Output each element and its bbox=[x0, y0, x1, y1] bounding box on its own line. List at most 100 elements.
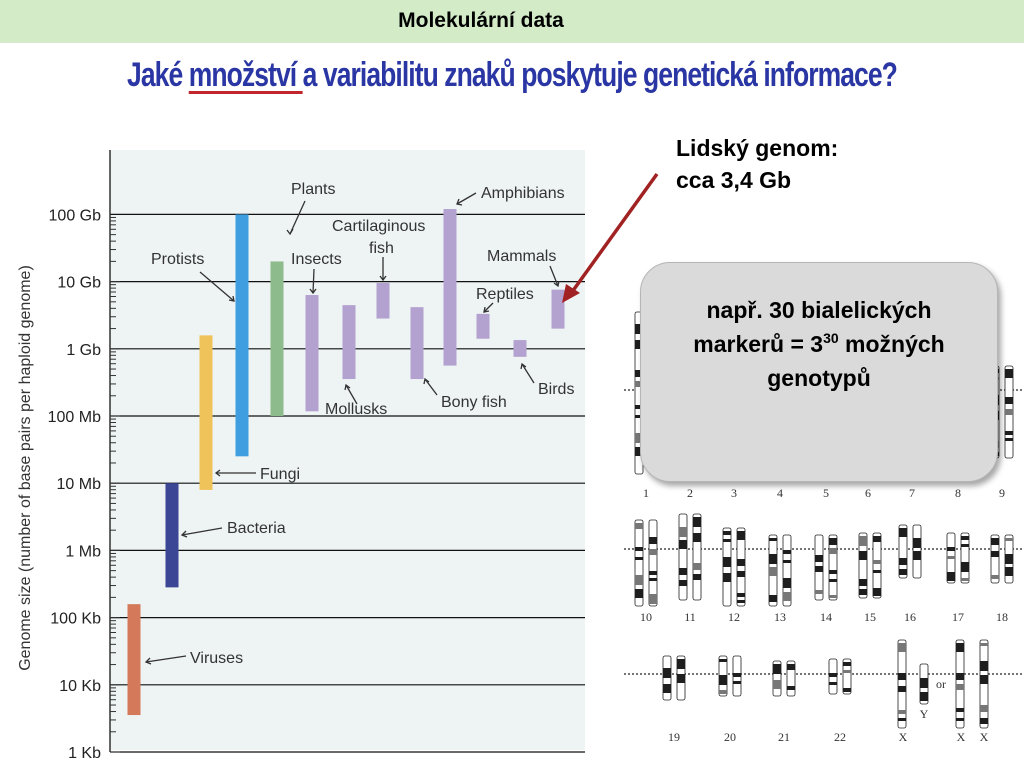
chromosome-label: or bbox=[936, 677, 946, 691]
y-tick-label: 10 Kb bbox=[59, 678, 101, 695]
range-bar-reptiles bbox=[476, 313, 490, 339]
chromosome bbox=[897, 639, 907, 729]
annotation-plants: Plants bbox=[291, 181, 335, 198]
chromosome bbox=[1004, 365, 1014, 459]
chromosome bbox=[828, 658, 838, 695]
arrowhead-insects bbox=[309, 288, 317, 295]
chromosome bbox=[979, 639, 989, 729]
callout-line2-pre: markerů = 3 bbox=[693, 331, 824, 357]
chromosome bbox=[648, 519, 658, 607]
arrow-mammals bbox=[549, 265, 559, 287]
chromosome bbox=[718, 655, 728, 697]
chromosome-label: 21 bbox=[778, 730, 790, 744]
chromosome-label: Y bbox=[920, 707, 929, 721]
annotation-cartilaginous: Cartilaginous bbox=[332, 218, 425, 235]
chromosome-label: X bbox=[957, 730, 966, 744]
page-title: Molekulární data bbox=[398, 9, 564, 32]
range-bar-mollusks bbox=[342, 305, 356, 380]
arrowhead-mammals bbox=[553, 280, 560, 288]
chromosome bbox=[990, 534, 1000, 584]
chromosome bbox=[858, 532, 868, 599]
plot-background bbox=[110, 150, 585, 750]
arrowhead-bacteria bbox=[180, 530, 188, 538]
range-bar-bony-fish bbox=[410, 307, 424, 380]
chromosome-label: 9 bbox=[999, 486, 1005, 500]
chromosome bbox=[662, 655, 672, 701]
header-bar: Molekulární data bbox=[0, 0, 1024, 43]
chromosome bbox=[946, 532, 956, 584]
range-bar-insects bbox=[305, 295, 319, 412]
annotation-insects: Insects bbox=[291, 251, 342, 268]
chromosome bbox=[768, 534, 778, 607]
arrow-birds bbox=[521, 363, 535, 384]
chromosome-label: 3 bbox=[731, 486, 737, 500]
chromosome-label: 14 bbox=[820, 610, 832, 624]
arrowhead-plants bbox=[286, 228, 294, 236]
annotation-bony-fish: Bony fish bbox=[441, 394, 507, 411]
chromosome-label: X bbox=[899, 730, 908, 744]
range-bar-bacteria bbox=[165, 483, 179, 588]
chromosome bbox=[898, 524, 908, 579]
chromosome bbox=[736, 527, 746, 607]
human-genome-line1: Lidský genom: bbox=[676, 135, 839, 161]
genome-size-chart: 1 Kb 10 Kb 100 Kb 1 Mb 10 Mb 100 Mb 1 Gb 10 Gb 1… bbox=[17, 150, 585, 762]
chromosome-label: 19 bbox=[668, 730, 680, 744]
chromosome-label: 10 bbox=[640, 610, 652, 624]
arrowhead-viruses bbox=[144, 657, 152, 665]
arrowhead-reptiles bbox=[483, 306, 490, 313]
chromosome-label: 1 bbox=[643, 486, 649, 500]
callout-line2: markerů = 330 možných bbox=[641, 327, 997, 361]
arrowhead-birds bbox=[520, 362, 527, 370]
chromosome-label: 6 bbox=[865, 486, 871, 500]
human-genome-line2: cca 3,4 Gb bbox=[676, 167, 792, 193]
chromosome-label: 22 bbox=[834, 730, 846, 744]
arrow-reptiles bbox=[483, 302, 494, 313]
callout-line1: např. 30 bialelických bbox=[706, 297, 932, 323]
arrowhead-mollusks bbox=[344, 383, 351, 391]
callout-line3: genotypů bbox=[767, 365, 871, 391]
chromosome-label: 15 bbox=[864, 610, 876, 624]
callout-exponent: 30 bbox=[823, 330, 839, 346]
chromosome bbox=[634, 519, 644, 607]
chromosome bbox=[678, 513, 688, 601]
arrow-bony-fish bbox=[424, 378, 438, 396]
annotation-amphibians: Amphibians bbox=[481, 185, 565, 202]
question-underlined-word: množství bbox=[188, 56, 303, 94]
chromosome-label: X bbox=[980, 730, 989, 744]
chromosome-label: 20 bbox=[724, 730, 736, 744]
y-tick-label: 100 Gb bbox=[49, 207, 102, 224]
chromosome bbox=[814, 534, 824, 601]
arrowhead-protists bbox=[228, 295, 235, 302]
annotation-protists: Protists bbox=[151, 251, 204, 268]
y-tick-label: 100 Kb bbox=[50, 611, 101, 628]
annotation-bacteria: Bacteria bbox=[227, 520, 286, 537]
main-question: Jaké množství a variabilitu znaků poskyt… bbox=[113, 56, 912, 95]
range-bar-protists bbox=[235, 214, 249, 457]
chromosome bbox=[872, 532, 882, 599]
chromosome bbox=[828, 534, 838, 601]
chromosome bbox=[732, 655, 742, 697]
range-bar-viruses bbox=[127, 604, 141, 716]
chromosome bbox=[692, 513, 702, 601]
chromosome-label: 4 bbox=[777, 486, 783, 500]
chromosome-label: 13 bbox=[774, 610, 786, 624]
annotation-viruses: Viruses bbox=[190, 650, 243, 667]
arrow-protists bbox=[199, 271, 235, 302]
range-bar-fungi bbox=[199, 335, 213, 490]
chromosome bbox=[772, 660, 782, 697]
chromosome bbox=[955, 639, 965, 729]
y-tick-label: 10 Gb bbox=[57, 275, 101, 292]
arrow-plants bbox=[289, 200, 306, 235]
arrowhead-fungi bbox=[214, 469, 221, 477]
y-tick-label: 1 Gb bbox=[66, 342, 101, 359]
range-bar-birds bbox=[513, 340, 527, 357]
chromosome-label: 5 bbox=[823, 486, 829, 500]
chromosome-label: 11 bbox=[684, 610, 696, 624]
annotation-mammals: Mammals bbox=[487, 248, 556, 265]
human-genome-label: Lidský genom: cca 3,4 Gb bbox=[676, 132, 838, 196]
chromosome-label: 2 bbox=[687, 486, 693, 500]
chromosome-label: 7 bbox=[909, 486, 915, 500]
arrow-bacteria bbox=[181, 527, 223, 536]
annotation-reptiles: Reptiles bbox=[476, 286, 534, 303]
arrowhead-amphibians bbox=[456, 198, 463, 206]
